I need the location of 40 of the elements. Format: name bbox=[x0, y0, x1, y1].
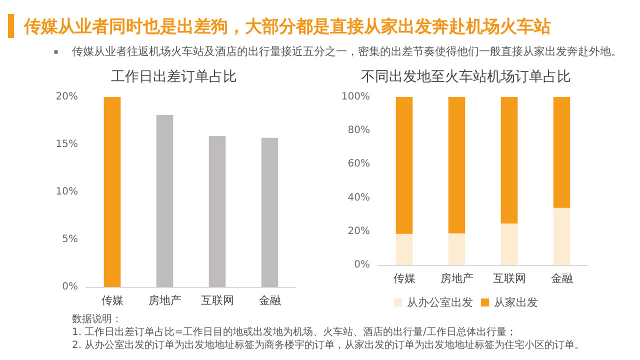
bar bbox=[208, 136, 226, 287]
x-tick-label: 传媒 bbox=[101, 294, 124, 307]
text: 1. 工作日出差订单占比=工作日目的地或出发地为机场、火车站、酒店的出行量/工作日总体出行量； bbox=[71, 326, 518, 339]
x-tick-label: 金融 bbox=[550, 272, 573, 285]
legend-label: 从家出发 bbox=[494, 296, 538, 309]
x-tick-label: 金融 bbox=[258, 294, 281, 307]
x-tick-label: 传媒 bbox=[393, 272, 416, 285]
bar bbox=[396, 234, 413, 265]
bar bbox=[156, 115, 174, 287]
y-tick-label: 100% bbox=[341, 92, 370, 102]
bar bbox=[553, 97, 570, 208]
y-tick-label: 80% bbox=[348, 125, 370, 136]
bar bbox=[500, 224, 518, 265]
y-tick-label: 5% bbox=[62, 234, 78, 245]
bar bbox=[104, 97, 121, 287]
text: 传媒从业者往返机场火车站及酒店的出行量接近五分之一，密集的出差节奏使得他们一般直接从家出发奔赴外地。 bbox=[72, 44, 622, 59]
x-tick-label: 房地产 bbox=[148, 294, 182, 307]
chart-title: 不同出发地至火车站机场订单占比 bbox=[361, 69, 571, 85]
y-tick-label: 60% bbox=[348, 158, 370, 170]
y-tick-label: 20% bbox=[56, 92, 78, 102]
x-tick-label: 房地产 bbox=[440, 272, 474, 285]
bar bbox=[396, 97, 413, 234]
x-tick-label: 互联网 bbox=[492, 272, 526, 285]
y-tick-label: 20% bbox=[348, 226, 370, 237]
text: 传媒从业者同时也是出差狗，大部分都是直接从家出发奔赴机场火车站 bbox=[24, 16, 551, 38]
bar bbox=[261, 138, 278, 287]
bar bbox=[448, 97, 466, 234]
text: 2. 从办公室出发的订单为出发地地址标签为商务楼宇的订单，从家出发的订单为出发地地址标签为住宅小区的订单。 bbox=[71, 339, 586, 352]
y-tick-label: 40% bbox=[348, 192, 370, 204]
text: 数据说明： bbox=[71, 313, 123, 326]
x-tick-label: 互联网 bbox=[200, 294, 234, 307]
chart-title: 工作日出差订单占比 bbox=[111, 69, 237, 85]
y-tick-label: 10% bbox=[56, 186, 78, 198]
y-tick-label: 15% bbox=[56, 139, 78, 150]
y-tick-label: 0% bbox=[62, 282, 78, 292]
bar bbox=[500, 97, 518, 224]
bar bbox=[448, 233, 466, 265]
legend-label: 从办公室出发 bbox=[407, 296, 473, 309]
bar bbox=[553, 208, 570, 265]
y-tick-label: 0% bbox=[354, 260, 370, 270]
